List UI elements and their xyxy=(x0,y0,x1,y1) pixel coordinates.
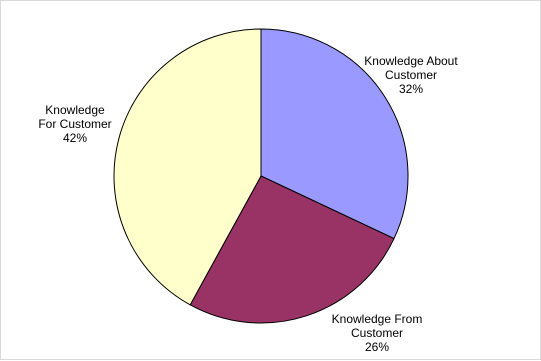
pie-slice-knowledge-for-customer xyxy=(113,28,262,306)
slice-label-line: Customer xyxy=(384,68,437,82)
slice-percent: 26% xyxy=(364,340,390,354)
slice-label-knowledge-for-customer: Knowledge For Customer 42% xyxy=(25,103,125,145)
slice-percent: 42% xyxy=(62,131,88,145)
slice-label-line: Customer xyxy=(350,326,403,340)
slice-label-line: Knowledge xyxy=(45,103,105,117)
slice-percent: 32% xyxy=(398,82,424,96)
slice-label-line: For Customer xyxy=(38,117,112,131)
slice-label-knowledge-from-customer: Knowledge From Customer 26% xyxy=(319,312,435,354)
slice-label-line: Knowledge About xyxy=(364,54,458,68)
pie-slice-knowledge-about-customer xyxy=(260,28,409,240)
slice-label-line: Knowledge From xyxy=(331,312,423,326)
slice-label-knowledge-about-customer: Knowledge About Customer 32% xyxy=(353,54,469,96)
